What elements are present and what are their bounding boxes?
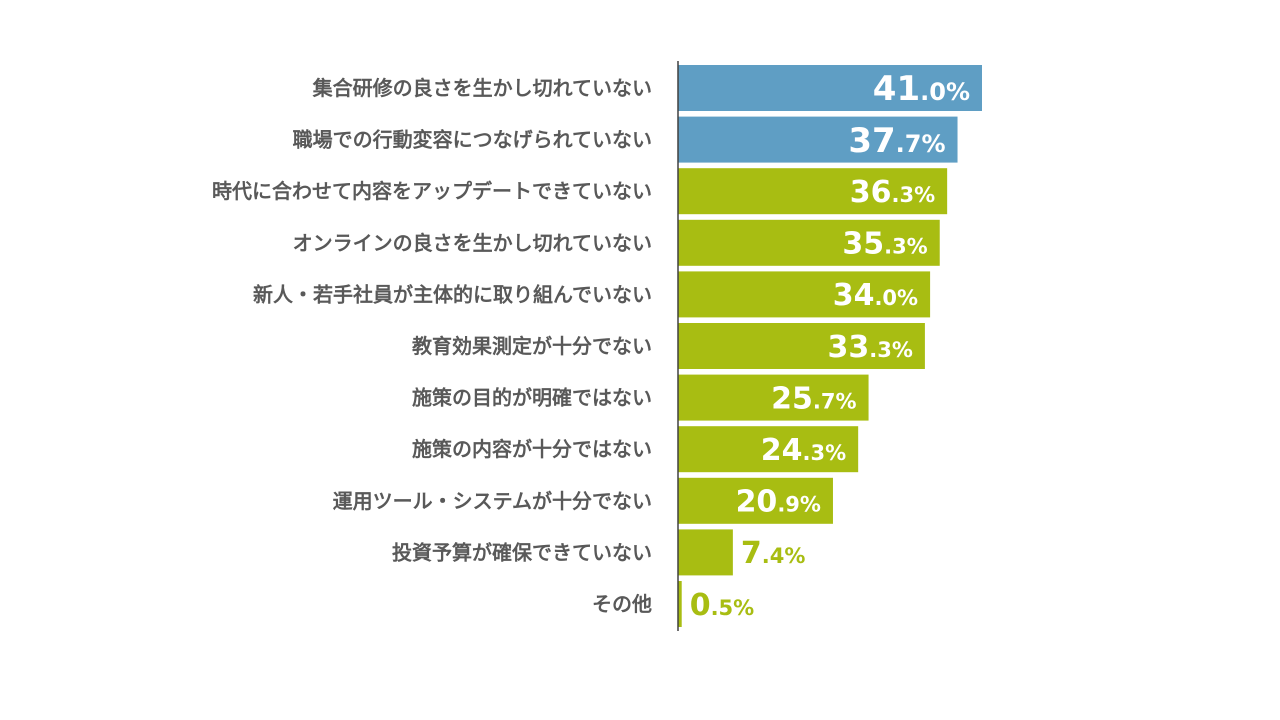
category-label: その他 — [592, 592, 652, 616]
category-label: 集合研修の良さを生かし切れていない — [312, 76, 652, 100]
value-label: 35.3% — [842, 227, 927, 262]
category-labels: 集合研修の良さを生かし切れていない職場での行動変容につなげられていない時代に合わ… — [212, 76, 652, 616]
value-label: 37.7% — [848, 121, 945, 161]
value-label: 36.3% — [850, 175, 935, 210]
bar — [678, 323, 925, 369]
bar — [678, 116, 958, 163]
category-label: 施策の内容が十分ではない — [412, 437, 652, 461]
value-label: 7.4% — [741, 536, 806, 571]
value-label: 25.7% — [771, 381, 856, 416]
value-label: 20.9% — [736, 485, 821, 520]
value-labels: 41.0% 37.7% 36.3% 35.3% 34.0% 33.3% 25.7% 24.3%… — [690, 69, 970, 623]
category-label: 教育効果測定が十分でない — [412, 334, 652, 358]
bar — [678, 65, 982, 111]
value-label: 0.5% — [690, 588, 755, 623]
bar — [678, 168, 948, 215]
value-label: 41.0% — [873, 69, 970, 109]
bar — [678, 374, 869, 421]
category-label: 時代に合わせて内容をアップデートできていない — [212, 179, 652, 203]
value-label: 33.3% — [828, 330, 913, 365]
bar — [678, 581, 682, 627]
category-label: 施策の目的が明確ではない — [412, 386, 652, 410]
bar — [678, 477, 833, 524]
value-label: 34.0% — [833, 278, 918, 313]
category-label: オンラインの良さを生かし切れていない — [293, 231, 652, 255]
bars — [678, 65, 982, 627]
bar — [678, 219, 940, 266]
category-label: 新人・若手社員が主体的に取り組んでいない — [253, 282, 652, 306]
bar — [678, 271, 931, 318]
category-label: 投資予算が確保できていない — [392, 540, 652, 564]
category-label: 運用ツール・システムが十分でない — [333, 489, 652, 513]
category-label: 職場での行動変容につなげられていない — [293, 128, 652, 152]
bar — [678, 529, 733, 576]
value-label: 24.3% — [761, 433, 846, 468]
bar — [678, 426, 859, 473]
